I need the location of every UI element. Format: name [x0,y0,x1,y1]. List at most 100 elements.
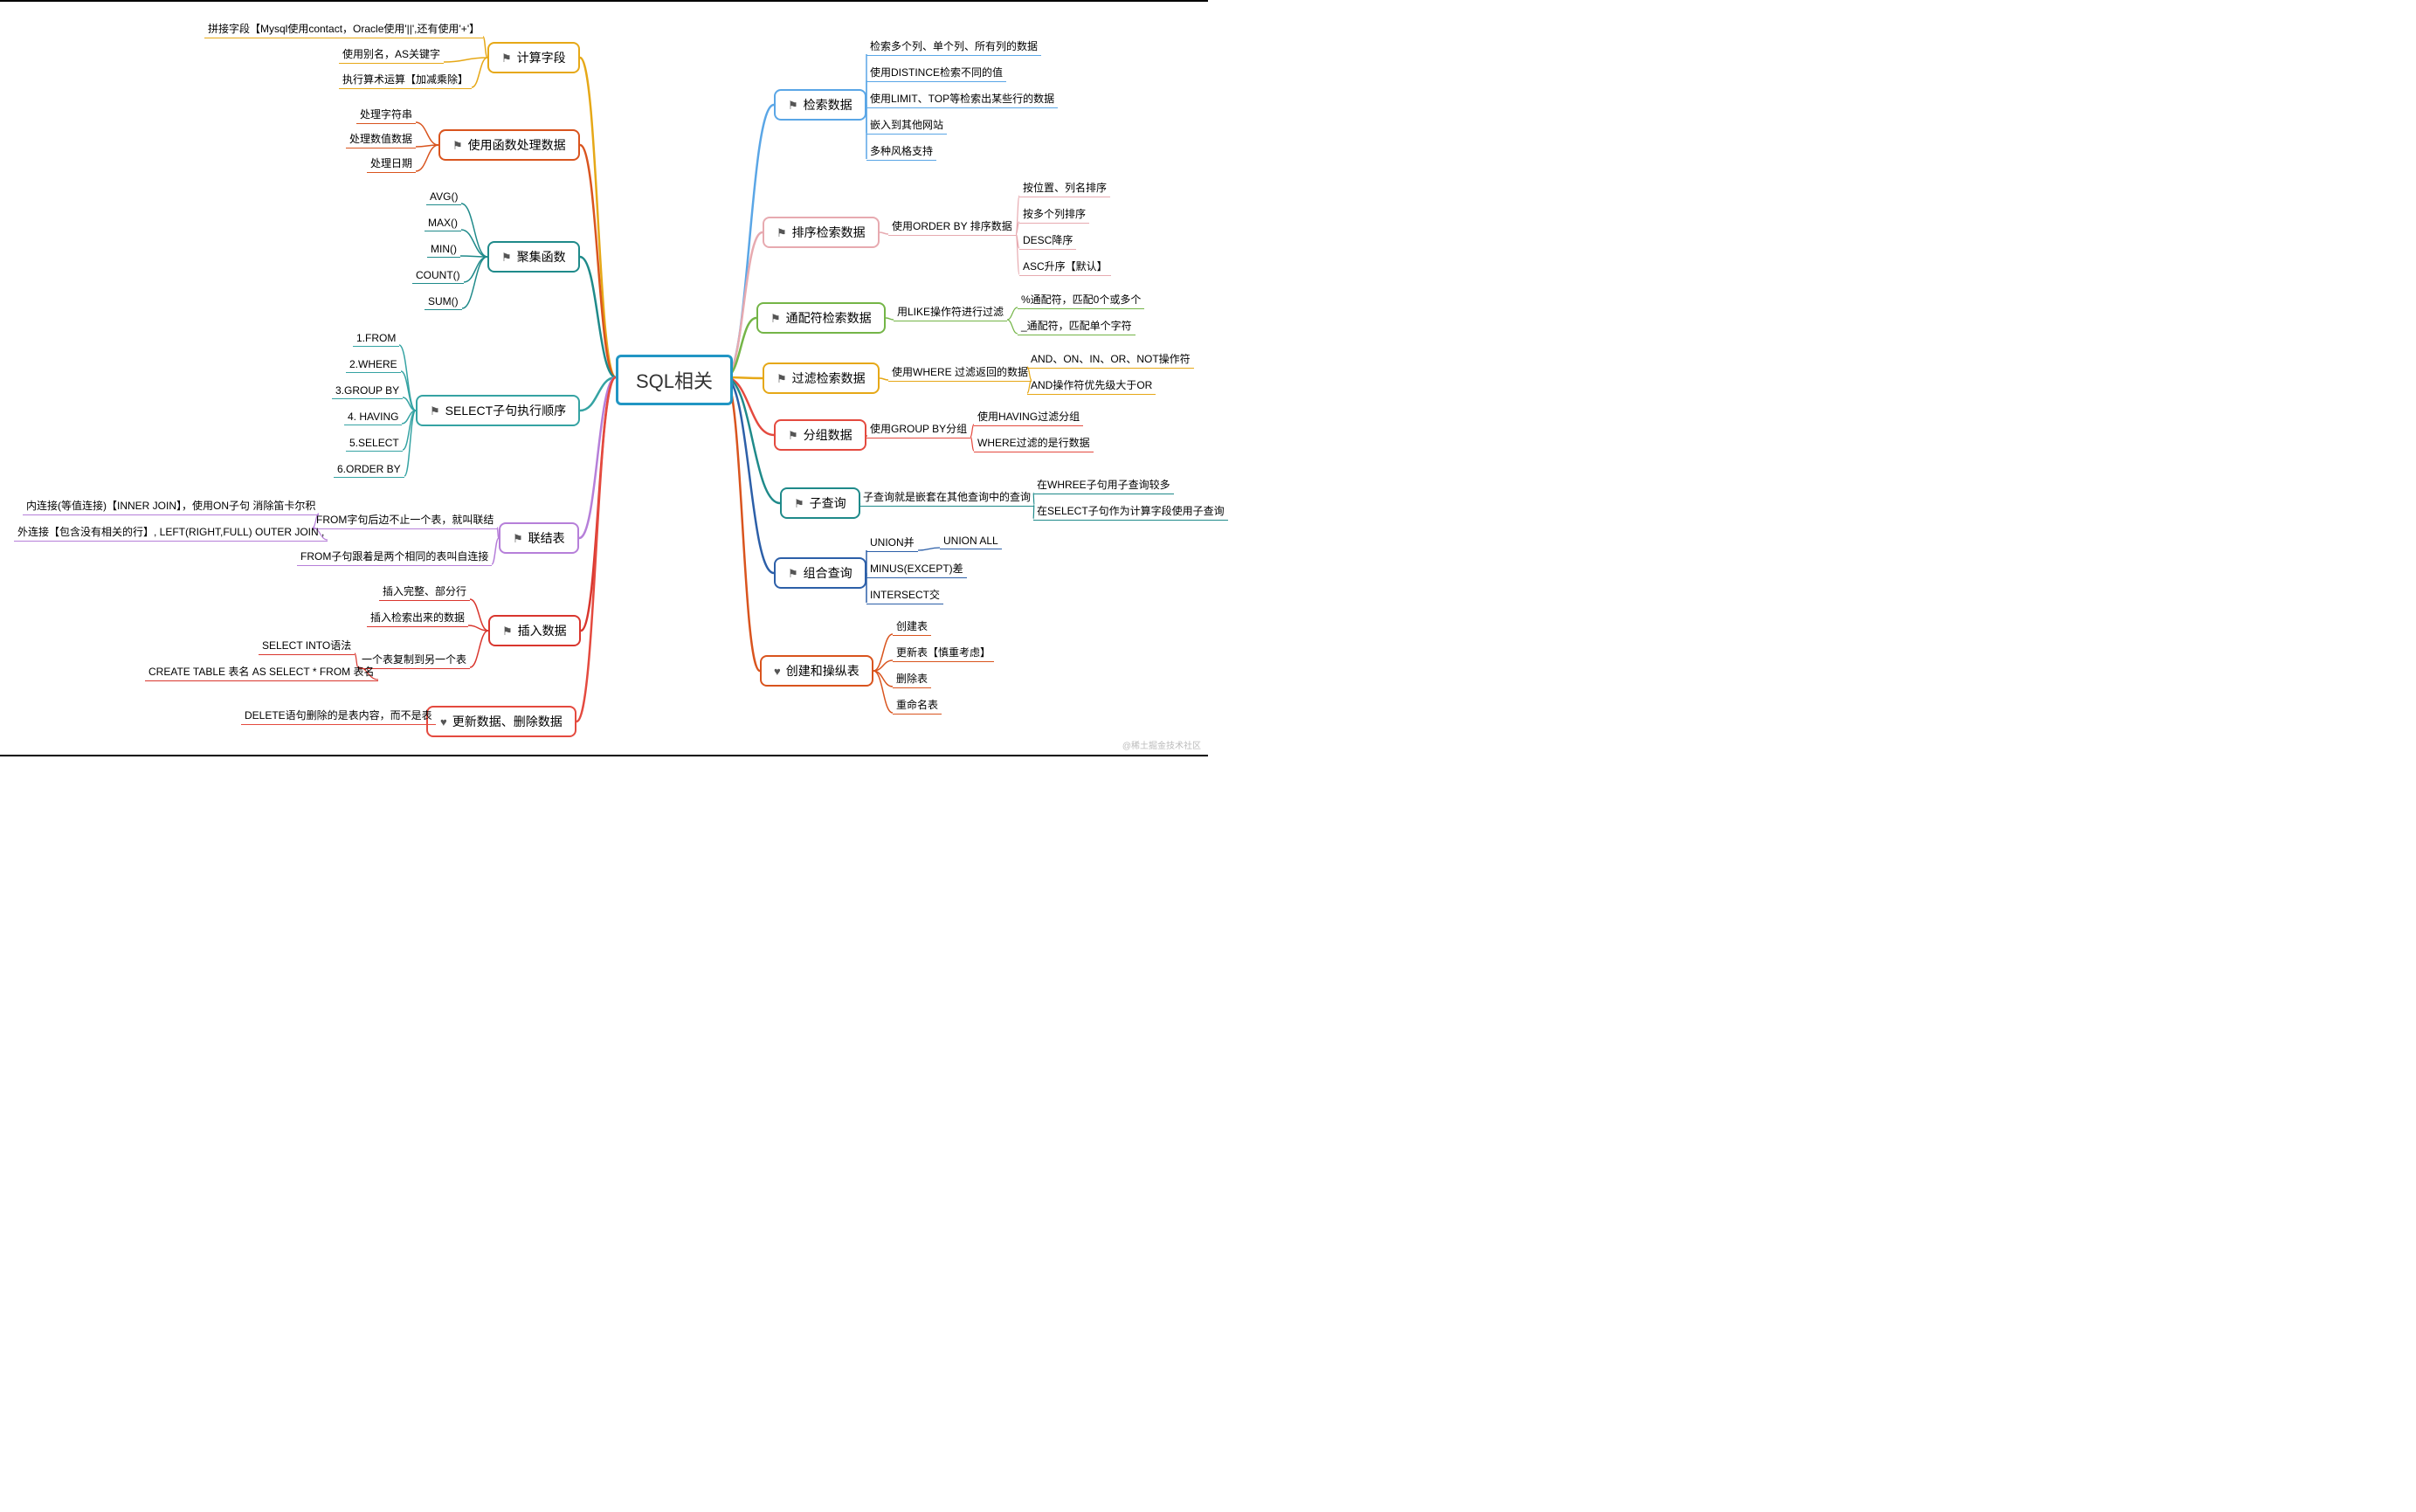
sub-leaf-node: CREATE TABLE 表名 AS SELECT * FROM 表名 [145,662,378,681]
flag-icon [794,496,804,511]
leaf-node: 检索多个列、单个列、所有列的数据 [866,37,1041,56]
leaf-node: 重命名表 [893,695,942,715]
branch-b3: 聚集函数 [487,241,580,273]
leaf-node: 5.SELECT [346,435,403,452]
heart-icon [440,715,447,728]
leaf-node: 使用GROUP BY分组 [866,419,970,438]
flag-icon [501,51,512,66]
leaf-node: 使用ORDER BY 排序数据 [888,217,1016,236]
leaf-node: COUNT() [412,267,464,284]
flag-icon [788,566,798,581]
sub-leaf-node: ASC升序【默认】 [1019,257,1111,276]
heart-icon [774,664,781,678]
branch-label: 联结表 [528,529,565,547]
branch-r3: 通配符检索数据 [756,302,886,334]
leaf-node: 2.WHERE [346,356,401,373]
branch-r5: 分组数据 [774,419,866,451]
branch-label: 排序检索数据 [792,224,866,241]
leaf-node: MINUS(EXCEPT)差 [866,559,967,578]
watermark: @稀土掘金技术社区 [1122,738,1201,751]
leaf-node: UNION并 [866,533,918,552]
branch-r6: 子查询 [780,487,860,519]
branch-label: 检索数据 [804,96,853,114]
sub-leaf-node: 按多个列排序 [1019,204,1089,224]
leaf-node: FROM子句跟着是两个相同的表叫自连接 [297,547,492,566]
leaf-node: 用LIKE操作符进行过滤 [894,302,1007,321]
mindmap-canvas: SQL相关 计算字段 拼接字段【Mysql使用contact，Oracle使用'||… [0,0,1208,756]
branch-label: 子查询 [810,494,846,512]
branch-r8: 创建和操纵表 [760,655,873,687]
branch-r1: 检索数据 [774,89,866,121]
flag-icon [430,404,440,418]
sub-leaf-node: _通配符，匹配单个字符 [1018,316,1136,335]
branch-label: SELECT子句执行顺序 [445,402,566,419]
leaf-node: DELETE语句删除的是表内容，而不是表 [241,706,436,725]
leaf-node: 6.ORDER BY [334,461,404,478]
sub-leaf-node: WHERE过滤的是行数据 [974,433,1094,452]
branch-r4: 过滤检索数据 [763,362,880,394]
flag-icon [788,428,798,443]
leaf-node: FROM字句后边不止一个表，就叫联结 [313,510,497,529]
leaf-node: 1.FROM [353,330,399,347]
leaf-node: 处理日期 [367,154,416,173]
sub-leaf-node: 外连接【包含没有相关的行】, LEFT(RIGHT,FULL) OUTER JO… [14,522,328,542]
branch-label: 分组数据 [804,426,853,444]
sub-leaf-node: %通配符，匹配0个或多个 [1018,290,1144,309]
flag-icon [777,371,787,386]
leaf-node: 创建表 [893,617,931,636]
branch-label: 组合查询 [804,564,853,582]
leaf-node: AVG() [426,189,461,205]
leaf-node: 拼接字段【Mysql使用contact，Oracle使用'||',还有使用'+'… [204,19,483,38]
sub-leaf-node: AND、ON、IN、OR、NOT操作符 [1027,349,1194,369]
flag-icon [501,250,512,265]
branch-label: 使用函数处理数据 [468,136,566,154]
branch-b4: SELECT子句执行顺序 [416,395,580,426]
branch-b7: 更新数据、删除数据 [426,706,576,737]
leaf-node: 使用别名，AS关键字 [339,45,444,64]
branch-b6: 插入数据 [488,615,581,646]
branch-label: 插入数据 [518,622,567,639]
sub-leaf-node: 在SELECT子句作为计算字段使用子查询 [1033,501,1228,521]
flag-icon [788,98,798,113]
branch-label: 创建和操纵表 [786,662,859,680]
branch-b5: 联结表 [499,522,579,554]
branch-b2: 使用函数处理数据 [438,129,580,161]
leaf-node: 更新表【慎重考虑】 [893,643,994,662]
branch-label: 聚集函数 [517,248,566,266]
sub-leaf-node: AND操作符优先级大于OR [1027,376,1156,395]
branch-label: 通配符检索数据 [786,309,872,327]
leaf-node: MAX() [425,215,461,231]
flag-icon [502,624,513,639]
branch-label: 计算字段 [517,49,566,66]
leaf-node: 处理数值数据 [346,129,416,148]
branch-label: 过滤检索数据 [792,369,866,387]
sub-leaf-node: SELECT INTO语法 [259,636,355,655]
sub-leaf-node: DESC降序 [1019,231,1076,250]
leaf-node: 使用WHERE 过滤返回的数据 [888,362,1032,382]
leaf-node: 使用LIMIT、TOP等检索出某些行的数据 [866,89,1058,108]
sub-leaf-node: 按位置、列名排序 [1019,178,1110,197]
flag-icon [777,225,787,240]
leaf-node: 插入检索出来的数据 [367,608,468,627]
center-node: SQL相关 [616,355,733,405]
leaf-node: MIN() [427,241,460,258]
sub-leaf-node: 内连接(等值连接)【INNER JOIN】，使用ON子句 消除笛卡尔积 [23,496,319,515]
leaf-node: 子查询就是嵌套在其他查询中的查询 [859,487,1034,507]
flag-icon [513,531,523,546]
leaf-node: 处理字符串 [356,105,416,124]
sub-leaf-node: UNION ALL [940,533,1002,549]
sub-leaf-node: 使用HAVING过滤分组 [974,407,1083,426]
leaf-node: 执行算术运算【加减乘除】 [339,70,472,89]
leaf-node: 删除表 [893,669,931,688]
flag-icon [452,138,463,153]
flag-icon [770,311,781,326]
branch-r7: 组合查询 [774,557,866,589]
leaf-node: 3.GROUP BY [332,383,403,399]
branch-label: 更新数据、删除数据 [452,713,563,730]
leaf-node: 使用DISTINCE检索不同的值 [866,63,1006,82]
branch-b1: 计算字段 [487,42,580,73]
leaf-node: 插入完整、部分行 [379,582,470,601]
leaf-node: INTERSECT交 [866,585,943,604]
sub-leaf-node: 在WHREE子句用子查询较多 [1033,475,1174,494]
leaf-node: 嵌入到其他网站 [866,115,947,135]
